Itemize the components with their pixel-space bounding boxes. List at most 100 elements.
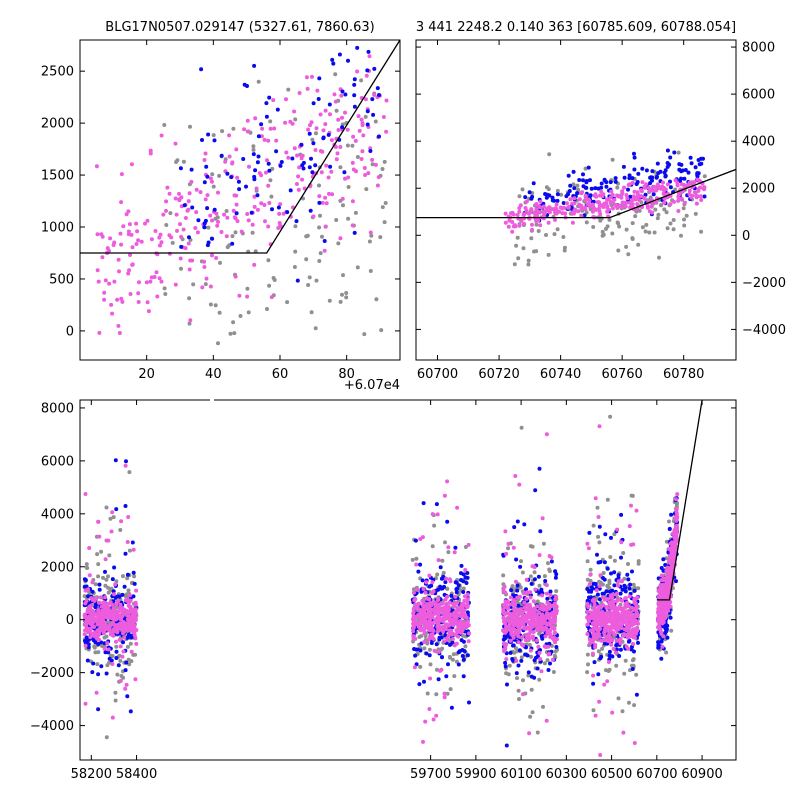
data-point-pink (134, 588, 139, 593)
data-point-gray (181, 159, 186, 164)
data-point-pink (624, 623, 629, 628)
data-point-pink (235, 175, 240, 180)
data-point-pink (233, 274, 238, 279)
data-point-gray (250, 230, 255, 235)
data-point-pink (576, 209, 581, 214)
data-point-pink (512, 598, 516, 603)
data-point-gray (452, 674, 457, 679)
data-point-blue (659, 639, 664, 644)
data-point-pink (604, 201, 609, 205)
data-point-pink (121, 649, 126, 654)
data-point-pink (572, 208, 577, 213)
data-point-blue (587, 595, 591, 600)
data-point-pink (94, 164, 99, 169)
data-point-gray (632, 703, 637, 708)
data-point-pink (443, 597, 448, 602)
data-point-pink (350, 223, 355, 228)
data-point-gray (610, 231, 615, 236)
data-point-pink (433, 618, 438, 623)
data-point-gray (414, 556, 419, 561)
data-point-pink (521, 614, 526, 618)
data-point-pink (216, 219, 220, 224)
data-point-gray (104, 577, 109, 582)
data-point-pink (503, 529, 508, 534)
data-point-gray (230, 234, 235, 239)
data-point-blue (618, 647, 623, 652)
data-point-pink (551, 618, 556, 623)
data-point-pink (153, 229, 158, 233)
data-point-pink (627, 182, 632, 187)
data-point-blue (461, 657, 466, 662)
data-point-pink (111, 629, 116, 634)
data-point-blue (461, 674, 466, 679)
data-point-pink (510, 220, 515, 224)
data-point-gray (575, 183, 580, 188)
model-line-top-right (416, 168, 736, 219)
data-point-pink (544, 432, 549, 437)
data-point-pink (525, 632, 530, 637)
data-point-pink (546, 605, 551, 610)
data-point-pink (234, 147, 239, 152)
data-point-pink (125, 621, 130, 626)
data-point-gray (203, 282, 208, 287)
data-point-gray (314, 278, 319, 283)
data-point-blue (299, 142, 304, 147)
data-point-gray (125, 644, 130, 649)
data-point-gray (514, 646, 518, 651)
y-tick-label: 2000 (41, 560, 74, 575)
data-point-pink (623, 204, 628, 209)
data-point-gray (120, 785, 124, 789)
data-point-pink (621, 730, 626, 735)
data-point-pink (412, 665, 417, 670)
data-point-blue (648, 181, 653, 186)
data-point-pink (679, 182, 684, 187)
data-point-pink (310, 74, 314, 79)
data-point-gray (232, 331, 237, 336)
data-point-pink (658, 185, 662, 190)
data-point-pink (633, 601, 638, 606)
data-point-gray (527, 643, 532, 647)
data-point-pink (690, 193, 695, 198)
data-point-pink (631, 642, 635, 646)
data-point-blue (668, 185, 673, 190)
data-point-pink (673, 530, 678, 534)
data-point-pink (687, 181, 692, 186)
data-point-gray (585, 670, 590, 675)
data-point-blue (422, 679, 426, 684)
data-point-pink (259, 134, 264, 139)
data-point-blue (352, 104, 357, 109)
data-point-pink (413, 636, 418, 641)
data-point-gray (383, 201, 388, 205)
data-point-blue (328, 164, 333, 169)
data-point-blue (589, 186, 594, 191)
data-point-pink (612, 620, 617, 625)
data-point-pink (448, 579, 453, 584)
data-point-blue (459, 571, 463, 576)
data-point-blue (234, 211, 239, 216)
data-point-gray (679, 233, 683, 238)
data-point-pink (521, 643, 526, 648)
data-point-pink (620, 189, 625, 194)
data-point-blue (538, 590, 543, 594)
data-point-pink (411, 590, 416, 595)
data-point-pink (106, 605, 111, 610)
data-point-gray (378, 235, 383, 240)
data-point-pink (590, 209, 595, 214)
data-point-gray (622, 671, 627, 676)
data-point-pink (296, 187, 301, 192)
data-point-gray (379, 328, 384, 333)
data-point-gray (418, 664, 423, 669)
data-point-blue (465, 653, 470, 658)
data-point-blue (202, 225, 207, 230)
data-point-pink (593, 496, 598, 501)
data-point-blue (659, 566, 664, 570)
data-point-blue (584, 185, 589, 190)
data-point-pink (533, 587, 538, 592)
data-point-pink (554, 604, 559, 609)
data-point-blue (682, 176, 687, 181)
data-point-pink (246, 218, 251, 223)
data-point-pink (412, 598, 417, 603)
data-point-gray (425, 691, 430, 696)
data-point-pink (702, 187, 707, 192)
